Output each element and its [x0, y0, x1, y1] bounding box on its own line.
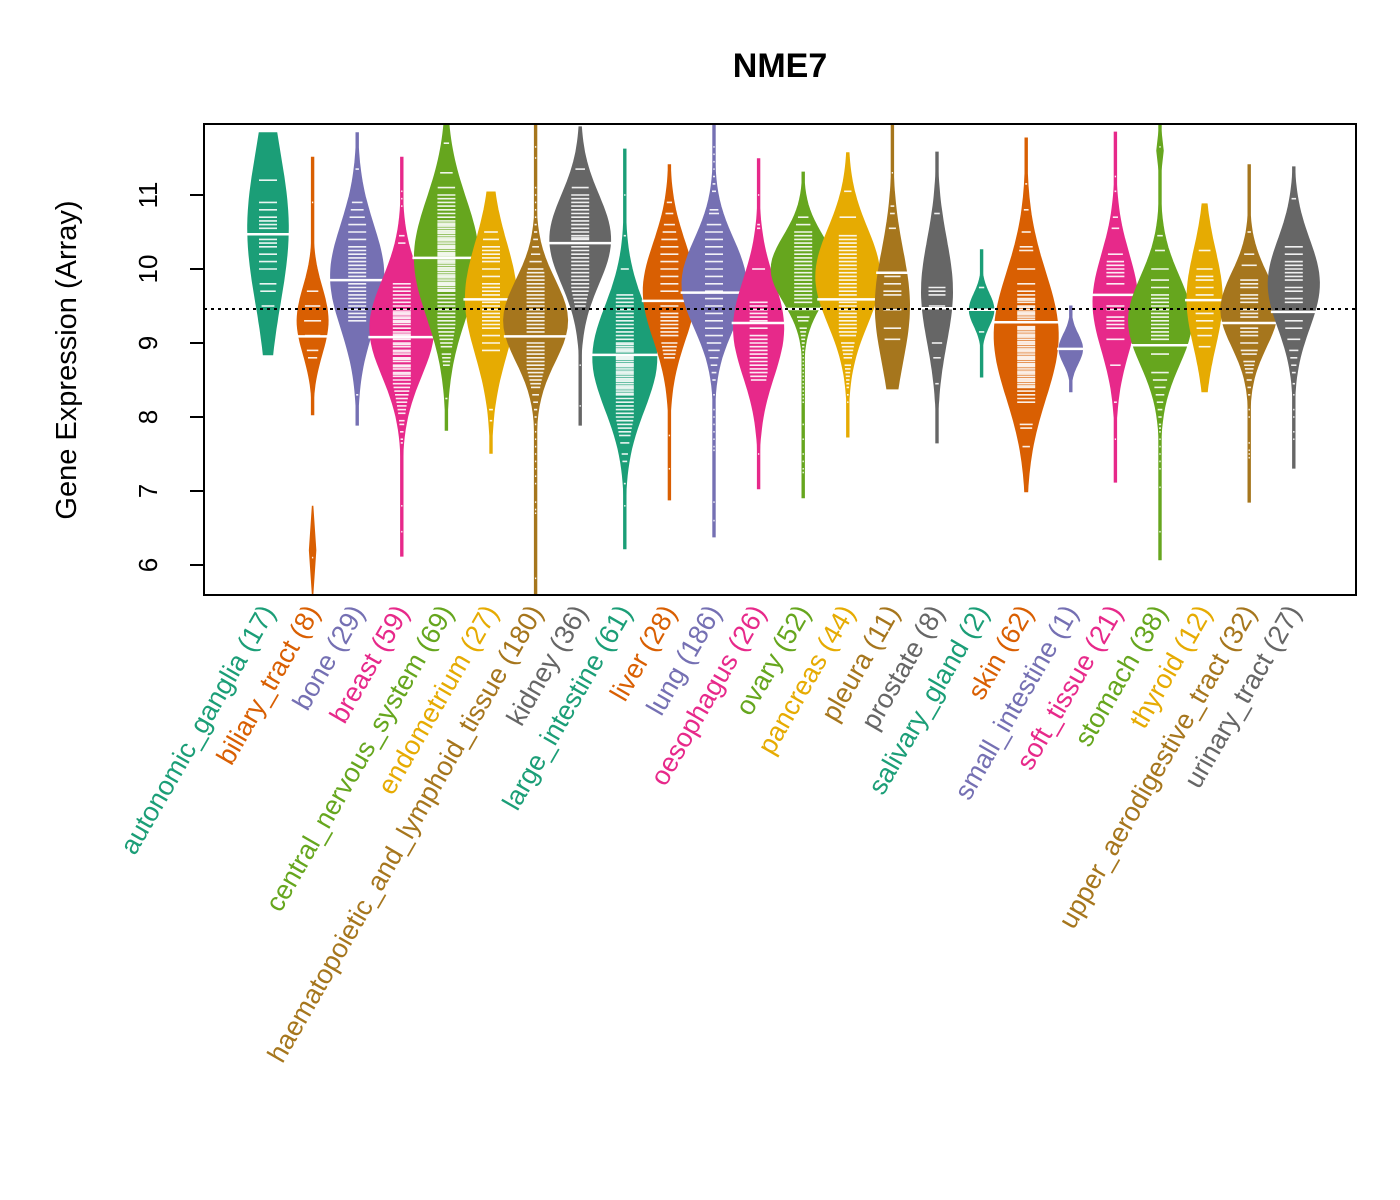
- bean-extra-segment: [308, 505, 317, 595]
- bean-urinary-tract: [1267, 166, 1320, 469]
- bean-shape: [681, 123, 747, 538]
- beans-layer: [245, 123, 1320, 596]
- plot-frame: [203, 123, 1357, 596]
- y-tick-label: 10: [133, 255, 163, 284]
- bean-central-nervous-system: [412, 123, 481, 431]
- x-axis-labels: autonomic_ganglia (17)biliary_tract (8)b…: [114, 600, 1307, 1067]
- bean-salivary-gland: [967, 249, 996, 378]
- bean-breast: [368, 156, 436, 557]
- y-tick-label: 9: [133, 336, 163, 350]
- bean-oesophagus: [731, 158, 786, 490]
- bean-shape: [1127, 123, 1193, 561]
- bean-shape: [1092, 131, 1139, 483]
- bean-shape: [296, 156, 329, 416]
- bean-shape: [1186, 203, 1223, 393]
- bean-liver: [641, 164, 698, 501]
- bean-shape: [464, 191, 518, 454]
- bean-shape: [1220, 164, 1279, 503]
- bean-shape: [874, 123, 911, 390]
- bean-biliary-tract: [296, 156, 329, 595]
- bean-prostate: [920, 151, 954, 444]
- bean-endometrium: [463, 191, 519, 454]
- bean-pancreas: [815, 152, 881, 438]
- y-tick-label: 7: [133, 484, 163, 498]
- bean-shape: [1267, 166, 1320, 469]
- bean-upper-aerodigestive-tract: [1220, 164, 1279, 503]
- y-tick-label: 11: [133, 182, 163, 209]
- bean-extra-segment: [1156, 123, 1164, 178]
- bean-thyroid: [1185, 203, 1225, 393]
- bean-shape: [920, 151, 954, 444]
- bean-bone: [328, 132, 386, 426]
- bean-autonomic-ganglia: [245, 132, 291, 356]
- y-axis: 6 7 8 9 10 11: [133, 182, 204, 572]
- bean-lung: [680, 123, 748, 538]
- y-tick-label: 8: [133, 410, 163, 424]
- y-tick-label: 6: [133, 558, 163, 572]
- bean-shape: [968, 249, 995, 378]
- chart-title: NME7: [733, 47, 827, 85]
- bean-haematopoietic-and-lymphoid-tissue: [503, 123, 569, 596]
- bean-stomach: [1127, 123, 1193, 561]
- bean-soft-tissue: [1091, 131, 1140, 483]
- bean-small-intestine: [1057, 305, 1085, 393]
- bean-large-intestine: [590, 148, 659, 550]
- y-axis-label: Gene Expression (Array): [51, 200, 83, 519]
- bean-kidney: [547, 126, 613, 426]
- bean-pleura: [874, 123, 911, 390]
- bean-skin: [992, 137, 1060, 493]
